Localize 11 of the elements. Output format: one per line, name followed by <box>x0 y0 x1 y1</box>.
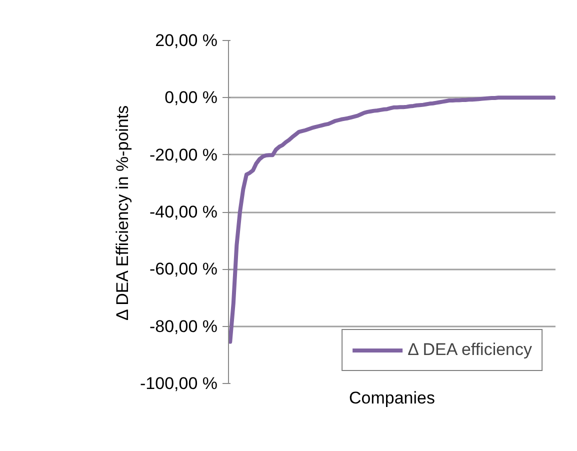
x-axis-title: Companies <box>349 388 436 408</box>
y-tick-label: -100,00 % <box>140 374 218 393</box>
y-tick-label: 0,00 % <box>164 88 218 108</box>
line-series <box>228 96 556 344</box>
legend-label: Δ DEA efficiency <box>408 340 532 360</box>
y-tick-label: -80,00 % <box>149 316 218 336</box>
y-tick-label: -20,00 % <box>149 145 218 164</box>
y-tick-label: -40,00 % <box>149 202 218 222</box>
y-axis-title: Δ DEA Efficiency in %-points <box>113 105 132 321</box>
y-tick-label: -60,00 % <box>149 260 218 279</box>
y-tick-label: 20,00 % <box>155 31 218 50</box>
